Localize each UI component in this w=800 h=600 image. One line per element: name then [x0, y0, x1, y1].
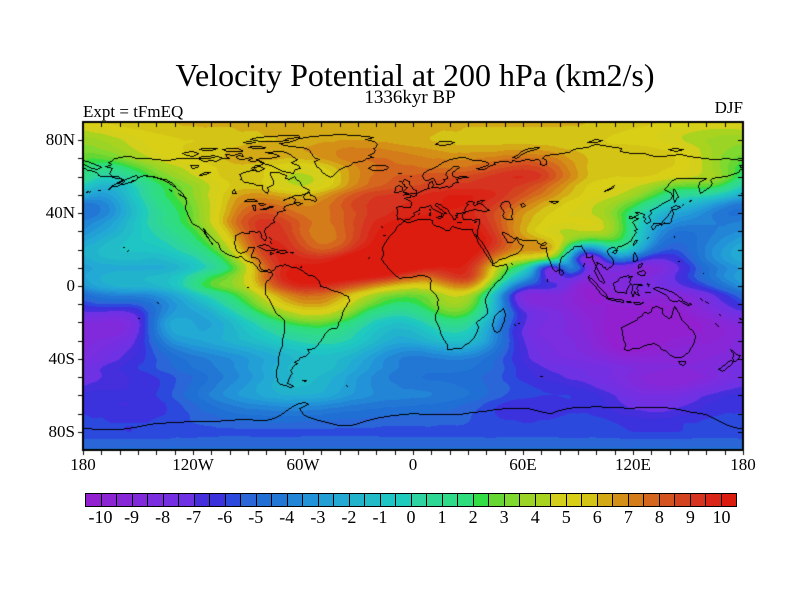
- colorbar-cell: [473, 494, 489, 506]
- colorbar-cell: [427, 494, 443, 506]
- colorbar-cell: [613, 494, 629, 506]
- lat-tick-label: 40S: [48, 348, 75, 368]
- colorbar-cell: [148, 494, 164, 506]
- colorbar-cell: [566, 494, 582, 506]
- colorbar-cell: [272, 494, 288, 506]
- colorbar-cell: [442, 494, 458, 506]
- colorbar-cell: [721, 494, 736, 506]
- colorbar-cell: [489, 494, 505, 506]
- colorbar-cell: [194, 494, 210, 506]
- colorbar-cell: [210, 494, 226, 506]
- colorbar-tick-label: -2: [341, 507, 357, 527]
- lon-tick-label: 180: [730, 455, 756, 474]
- colorbar-cell: [458, 494, 474, 506]
- colorbar-tick-label: -1: [372, 507, 388, 527]
- colorbar-cell: [349, 494, 365, 506]
- colorbar-cell: [318, 494, 334, 506]
- colorbar-cell: [597, 494, 613, 506]
- colorbar-tick-label: 2: [468, 507, 478, 527]
- colorbar-cell: [132, 494, 148, 506]
- lon-tick-label: 0: [408, 455, 418, 474]
- colorbar-tick-label: -4: [279, 507, 295, 527]
- colorbar-tick-label: -6: [217, 507, 233, 527]
- colorbar-cell: [380, 494, 396, 506]
- colorbar-tick-label: 1: [437, 507, 447, 527]
- colorbar-cell: [535, 494, 551, 506]
- colorbar-tick-label: 5: [561, 507, 571, 527]
- lat-tick-label: 80S: [48, 421, 75, 441]
- colorbar: [85, 493, 737, 507]
- colorbar-cell: [644, 494, 660, 506]
- colorbar-cell: [303, 494, 319, 506]
- colorbar-tick-label: 4: [530, 507, 540, 527]
- colorbar-cell: [551, 494, 567, 506]
- colorbar-cell: [334, 494, 350, 506]
- colorbar-tick-label: 3: [499, 507, 509, 527]
- colorbar-tick-label: 10: [712, 507, 731, 527]
- colorbar-cell: [706, 494, 722, 506]
- colorbar-tick-label: -3: [310, 507, 326, 527]
- colorbar-cell: [690, 494, 706, 506]
- colorbar-cell: [241, 494, 257, 506]
- colorbar-cell: [101, 494, 117, 506]
- colorbar-tick-label: 0: [406, 507, 416, 527]
- lon-tick-label: 60E: [509, 455, 537, 474]
- colorbar-tick-label: 8: [654, 507, 664, 527]
- colorbar-cell: [582, 494, 598, 506]
- colorbar-tick-label: 6: [592, 507, 602, 527]
- colorbar-cell: [287, 494, 303, 506]
- lon-tick-label: 60W: [286, 455, 320, 474]
- colorbar-cell: [86, 494, 102, 506]
- colorbar-tick-label: -10: [88, 507, 113, 527]
- colorbar-cell: [504, 494, 520, 506]
- lon-tick-label: 120E: [615, 455, 651, 474]
- colorbar-tick-label: -8: [155, 507, 171, 527]
- lon-tick-label: 120W: [172, 455, 214, 474]
- colorbar-cell: [396, 494, 412, 506]
- colorbar-cell: [675, 494, 691, 506]
- colorbar-cell: [365, 494, 381, 506]
- colorbar-cell: [256, 494, 272, 506]
- lat-tick-label: 40N: [45, 203, 75, 223]
- colorbar-cell: [117, 494, 133, 506]
- colorbar-tick-label: 7: [623, 507, 633, 527]
- colorbar-cell: [520, 494, 536, 506]
- colorbar-cell: [628, 494, 644, 506]
- colorbar-cell: [411, 494, 427, 506]
- colorbar-tick-label: 9: [685, 507, 695, 527]
- colorbar-tick-label: -9: [124, 507, 140, 527]
- colorbar-cell: [659, 494, 675, 506]
- colorbar-tick-label: -7: [186, 507, 202, 527]
- colorbar-cell: [163, 494, 179, 506]
- lat-tick-label: 80N: [45, 130, 75, 150]
- colorbar-cell: [179, 494, 195, 506]
- colorbar-cell: [225, 494, 241, 506]
- lon-tick-label: 180: [70, 455, 96, 474]
- lat-tick-label: 0: [66, 276, 76, 295]
- colorbar-tick-label: -5: [248, 507, 264, 527]
